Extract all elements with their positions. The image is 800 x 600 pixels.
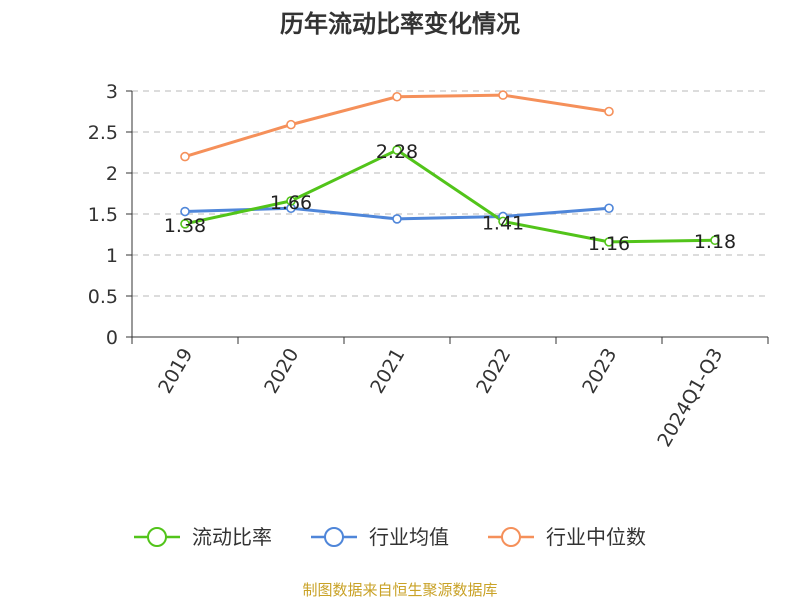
legend-marker bbox=[501, 527, 521, 547]
data-point bbox=[498, 90, 508, 100]
data-point bbox=[498, 216, 508, 227]
y-tick-label: 0.5 bbox=[88, 286, 118, 308]
grid-lines bbox=[132, 90, 768, 297]
y-tick-label: 1 bbox=[106, 245, 118, 267]
series-lines bbox=[184, 93, 716, 244]
data-point bbox=[180, 151, 190, 162]
data-point bbox=[392, 214, 402, 224]
legend-label: 流动比率 bbox=[192, 525, 272, 549]
data-point bbox=[286, 196, 296, 206]
x-tick-label: 2020 bbox=[260, 345, 303, 398]
y-tick-label: 2.5 bbox=[88, 122, 118, 144]
data-label: 1.41 bbox=[482, 212, 524, 234]
x-tick-label: 2024Q1-Q3 bbox=[653, 345, 727, 451]
data-point bbox=[180, 219, 190, 229]
data-point bbox=[710, 235, 720, 246]
legend: 流动比率 行业均值 行业中位数 bbox=[134, 525, 646, 549]
data-point bbox=[286, 119, 296, 130]
data-label: 1.66 bbox=[270, 192, 312, 214]
data-point bbox=[392, 91, 402, 102]
series-points bbox=[180, 90, 720, 247]
x-tick-label: 2019 bbox=[154, 345, 197, 398]
legend-marker bbox=[324, 527, 344, 547]
data-point bbox=[604, 106, 614, 117]
x-tick-label: 2021 bbox=[366, 345, 409, 398]
legend-label: 行业均值 bbox=[369, 525, 449, 549]
data-label: 1.16 bbox=[588, 233, 630, 255]
y-tick-label: 1.5 bbox=[88, 204, 118, 226]
x-tick-label: 2023 bbox=[578, 345, 621, 398]
data-point bbox=[604, 237, 614, 247]
source-note: 制图数据来自恒生聚源数据库 bbox=[302, 581, 497, 599]
data-point bbox=[604, 203, 614, 214]
y-tick-label: 3 bbox=[106, 81, 118, 103]
data-label: 1.18 bbox=[694, 231, 736, 253]
legend-label: 行业中位数 bbox=[546, 525, 646, 549]
y-tick-label: 0 bbox=[106, 327, 118, 349]
legend-marker bbox=[147, 527, 167, 547]
data-label: 2.28 bbox=[376, 141, 418, 163]
y-tick-label: 2 bbox=[106, 163, 118, 185]
data-point bbox=[180, 206, 190, 217]
series-line bbox=[184, 148, 716, 244]
x-axis-ticks: 2019 2020 2021 2022 2023 2024Q1-Q3 bbox=[131, 337, 769, 451]
chart-title: 历年流动比率变化情况 bbox=[280, 10, 520, 38]
data-point bbox=[392, 145, 402, 155]
x-tick-label: 2022 bbox=[472, 345, 515, 398]
data-label: 1.38 bbox=[164, 215, 206, 237]
y-axis-ticks: 0 0.5 1 1.5 2 2.5 3 bbox=[88, 81, 132, 349]
data-labels: 1.38 1.66 2.28 1.41 1.16 1.18 bbox=[164, 141, 736, 255]
